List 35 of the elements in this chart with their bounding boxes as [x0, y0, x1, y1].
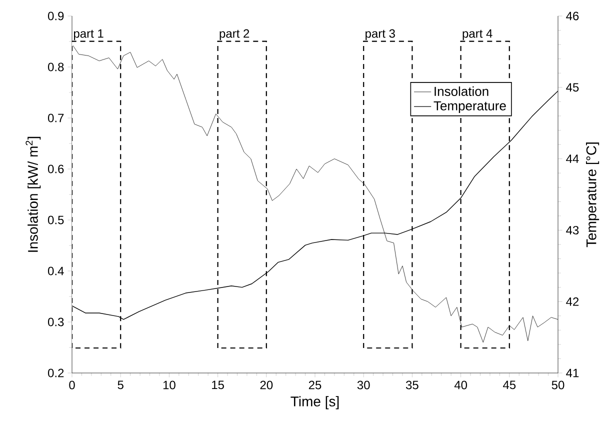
x-tick-label: 20 — [260, 380, 273, 390]
y-tick-label: 0.8 — [48, 62, 64, 72]
y-axis-title: Insolation [kW/ m$^{2}$] — [26, 136, 41, 252]
x-tick-label: 40 — [454, 380, 468, 390]
band-label: part 2 — [220, 29, 250, 40]
x-axis-title: Time [s] — [290, 396, 339, 410]
line-series — [72, 45, 558, 343]
x-tick-label: 10 — [163, 380, 176, 390]
band-label: part 4 — [462, 29, 492, 40]
x-tick-label: 15 — [212, 380, 224, 390]
x-tick-label: 50 — [552, 380, 564, 390]
y2-tick-label: 43 — [566, 226, 579, 234]
legend-label: Temperature — [434, 101, 506, 113]
x-tick-label: 5 — [118, 380, 124, 390]
y2-tick-label: 41 — [566, 368, 579, 378]
y-tick-label: 0.6 — [48, 164, 64, 174]
x-tick-label: 25 — [308, 380, 322, 390]
y2-tick-label: 44 — [566, 154, 579, 163]
y-tick-label: 0.4 — [48, 266, 64, 276]
y2-tick-label: 46 — [566, 12, 579, 20]
y2-tick-label: 45 — [566, 83, 579, 92]
legend-label: Insolation — [434, 86, 488, 96]
x-tick-label: 45 — [503, 380, 516, 390]
y2-axis-title: Temperature [°C] — [586, 142, 600, 248]
y2-tick-label: 42 — [566, 297, 579, 306]
y-tick-label: 0.2 — [48, 368, 64, 378]
x-tick-label: 30 — [357, 380, 370, 390]
x-tick-label: 35 — [406, 380, 418, 390]
x-tick-label: 0 — [69, 380, 75, 390]
band-label: part 1 — [74, 29, 104, 40]
y-tick-label: 0.9 — [48, 12, 64, 20]
y-tick-label: 0.5 — [48, 216, 64, 224]
band-label: part 3 — [366, 29, 395, 40]
y-tick-label: 0.7 — [48, 114, 64, 122]
y-tick-label: 0.3 — [48, 318, 64, 326]
